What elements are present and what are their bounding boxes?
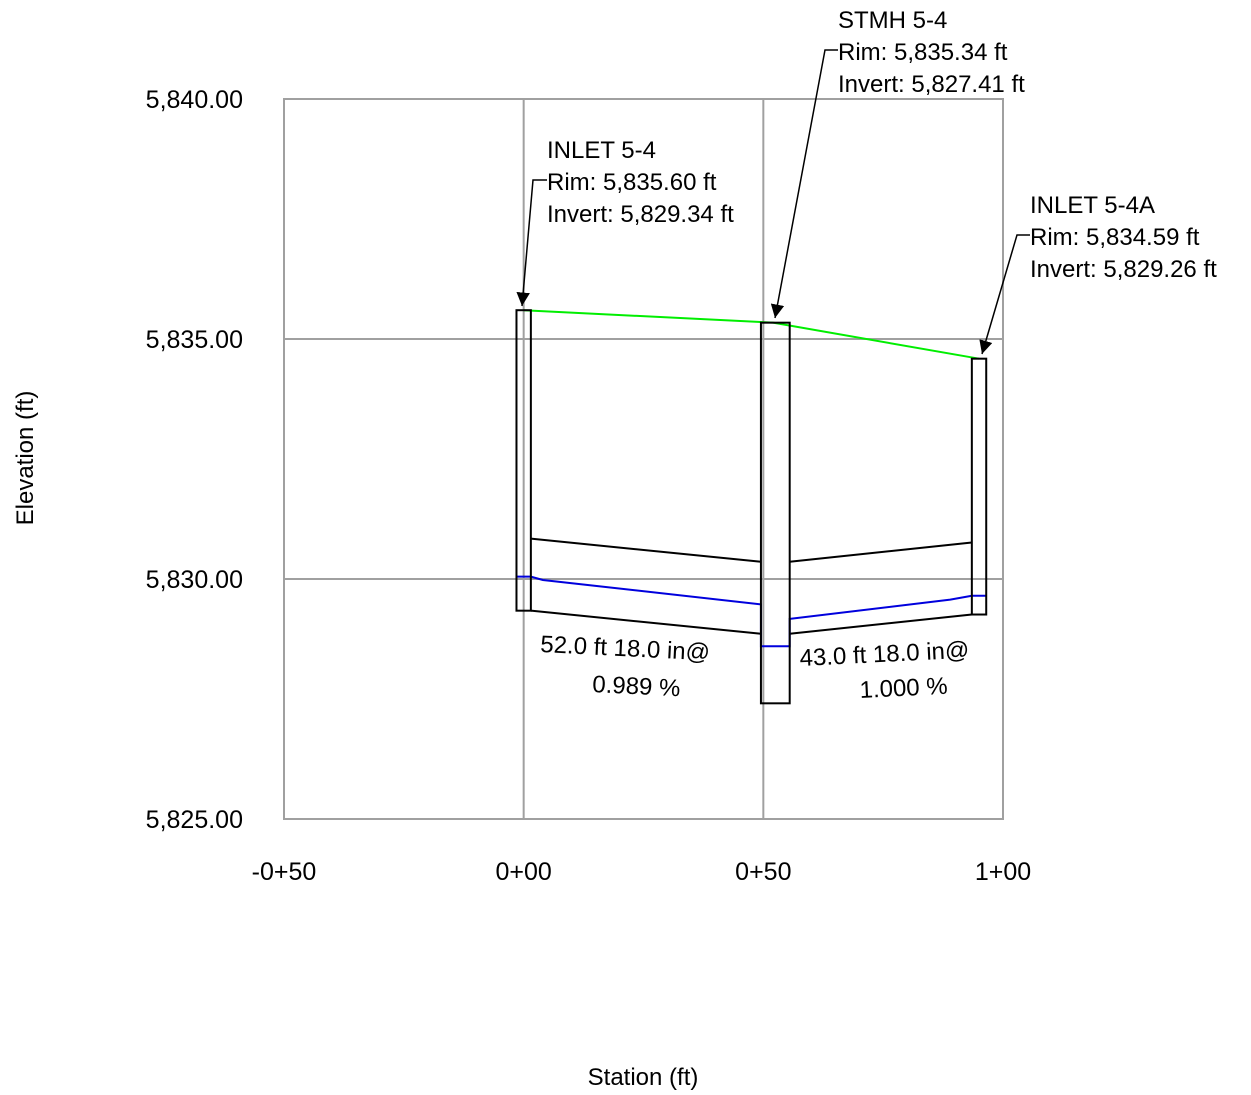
structure-name-label: INLET 5-4	[547, 137, 656, 164]
structure-box	[970, 357, 988, 616]
x-axis-title: Station (ft)	[588, 1064, 699, 1091]
grid	[283, 98, 1004, 820]
x-tick-label: -0+50	[252, 858, 317, 886]
pipe-invert-line	[530, 609, 762, 635]
y-tick-label: 5,825.00	[146, 806, 243, 834]
ground-line-layer	[523, 309, 980, 360]
leader-arrow	[979, 234, 1030, 355]
hgl-layer	[516, 575, 987, 648]
structure-invert-label: Invert: 5,827.41 ft	[838, 71, 1025, 98]
y-tick-label: 5,830.00	[146, 566, 243, 594]
structure-invert-label: Invert: 5,829.26 ft	[1030, 256, 1217, 283]
pipe-invert-line	[789, 613, 972, 635]
hydraulic-grade-line	[516, 575, 987, 648]
structure-rim-label: Rim: 5,835.34 ft	[838, 39, 1008, 66]
structure-invert-label: Invert: 5,829.34 ft	[547, 201, 734, 228]
structure-box	[515, 309, 532, 612]
pipe-slope-label: 1.000 %	[859, 673, 948, 704]
structure-name-label: STMH 5-4	[838, 7, 947, 34]
structure-rim-label: Rim: 5,834.59 ft	[1030, 224, 1200, 251]
x-tick-label: 0+50	[735, 858, 791, 886]
leader-arrow	[516, 179, 547, 307]
x-tick-label: 1+00	[975, 858, 1031, 886]
structure-rim-label: Rim: 5,835.60 ft	[547, 169, 717, 196]
x-axis-ticks: -0+50 0+00 0+50 1+00	[252, 858, 1031, 886]
ground-line	[523, 309, 980, 360]
y-tick-label: 5,835.00	[146, 326, 243, 354]
pipe-crown-line	[530, 537, 762, 563]
pipes	[530, 537, 972, 635]
structure-callouts: INLET 5-4 Rim: 5,835.60 ft Invert: 5,829.3…	[516, 7, 1217, 355]
pipe-labels: 52.0 ft 18.0 in@ 0.989 % 43.0 ft 18.0 in@1…	[540, 631, 970, 704]
structure-name-label: INLET 5-4A	[1030, 192, 1155, 219]
pipe-slope-label: 0.989 %	[592, 671, 681, 702]
y-axis-ticks: 5,825.00 5,830.00 5,835.00 5,840.00	[146, 86, 243, 834]
pipe-crown-line	[789, 541, 972, 563]
leader-arrow	[770, 49, 838, 319]
pipe-size-label: 43.0 ft 18.0 in@	[799, 637, 970, 672]
y-tick-label: 5,840.00	[146, 86, 243, 114]
structures	[515, 309, 988, 705]
structure-box	[759, 321, 791, 705]
pipe-size-label: 52.0 ft 18.0 in@	[540, 631, 711, 666]
y-axis-title: Elevation (ft)	[12, 391, 39, 526]
x-tick-label: 0+00	[496, 858, 552, 886]
